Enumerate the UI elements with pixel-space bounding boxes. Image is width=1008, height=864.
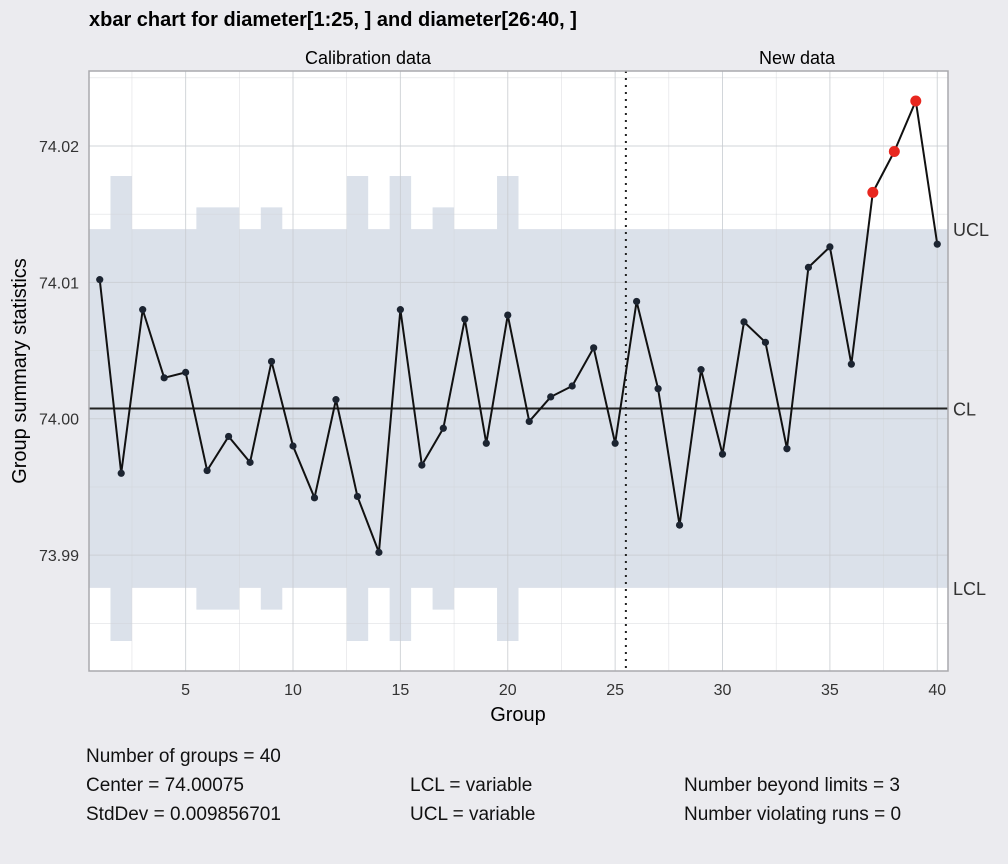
data-point [697, 366, 705, 374]
violation-point [888, 145, 900, 157]
data-point [933, 240, 941, 248]
x-tick-label: 20 [499, 682, 517, 699]
data-point [611, 439, 619, 447]
y-tick-label: 74.02 [39, 139, 79, 156]
y-tick-label: 74.01 [39, 275, 79, 292]
data-point [525, 417, 533, 426]
data-point [761, 338, 770, 346]
x-tick-label: 30 [714, 682, 732, 699]
stat-center: Center = 74.00075 [86, 775, 244, 796]
data-point [182, 368, 190, 376]
stat-violating-runs: Number violating runs = 0 [684, 804, 902, 825]
data-point [418, 461, 426, 469]
data-point [117, 469, 125, 477]
data-point [633, 297, 641, 306]
data-point [246, 458, 254, 466]
data-series-line [98, 97, 939, 553]
cl-label: CL [953, 400, 976, 420]
data-point [310, 494, 319, 502]
ucl-label: UCL [953, 220, 989, 240]
data-point [718, 450, 727, 458]
plot-area: 5 10 15 20 25 30 35 40 73.99 74.00 74.01 74.02 UCL CL… [39, 70, 989, 699]
data-point [826, 243, 834, 251]
data-point [160, 374, 168, 382]
data-point [203, 466, 211, 475]
x-tick-label: 10 [284, 682, 302, 699]
data-point [547, 393, 555, 401]
data-point [96, 276, 104, 284]
y-tick-label: 73.99 [39, 548, 79, 565]
data-point [375, 548, 383, 556]
x-tick-label: 35 [821, 682, 839, 699]
data-point [847, 360, 855, 368]
data-point [396, 306, 404, 314]
chart-title: xbar chart for diameter[1:25, ] and diam… [89, 9, 577, 31]
data-point [332, 396, 340, 404]
data-point [654, 385, 662, 393]
data-point [590, 344, 598, 352]
data-point [783, 445, 791, 453]
y-axis-title: Group summary statistics [9, 258, 31, 484]
data-point [675, 521, 684, 529]
x-tick-label: 5 [181, 682, 190, 699]
data-point [439, 424, 447, 432]
data-point [353, 492, 362, 501]
stat-lcl: LCL = variable [410, 775, 533, 796]
data-point [804, 263, 813, 271]
data-point [504, 311, 512, 319]
data-point [267, 357, 276, 366]
plot-border [88, 70, 949, 672]
stat-ucl: UCL = variable [410, 804, 536, 825]
data-point [289, 442, 297, 450]
lcl-label: LCL [953, 579, 986, 599]
data-point [740, 318, 748, 326]
y-tick-label: 74.00 [39, 412, 79, 429]
stat-number-of-groups: Number of groups = 40 [86, 746, 281, 767]
data-point [482, 439, 490, 447]
section-label-calibration: Calibration data [305, 48, 432, 68]
x-tick-label: 25 [606, 682, 624, 699]
stat-stddev: StdDev = 0.009856701 [86, 804, 281, 825]
violation-point [910, 95, 922, 107]
data-point [224, 432, 233, 441]
section-label-new: New data [759, 48, 836, 68]
violation-point [867, 186, 879, 198]
x-axis-title: Group [490, 704, 546, 726]
x-tick-label: 40 [928, 682, 946, 699]
data-point [139, 306, 147, 314]
data-point [461, 315, 469, 323]
data-point [568, 382, 576, 390]
x-tick-label: 15 [391, 682, 409, 699]
stat-beyond-limits: Number beyond limits = 3 [684, 775, 900, 796]
